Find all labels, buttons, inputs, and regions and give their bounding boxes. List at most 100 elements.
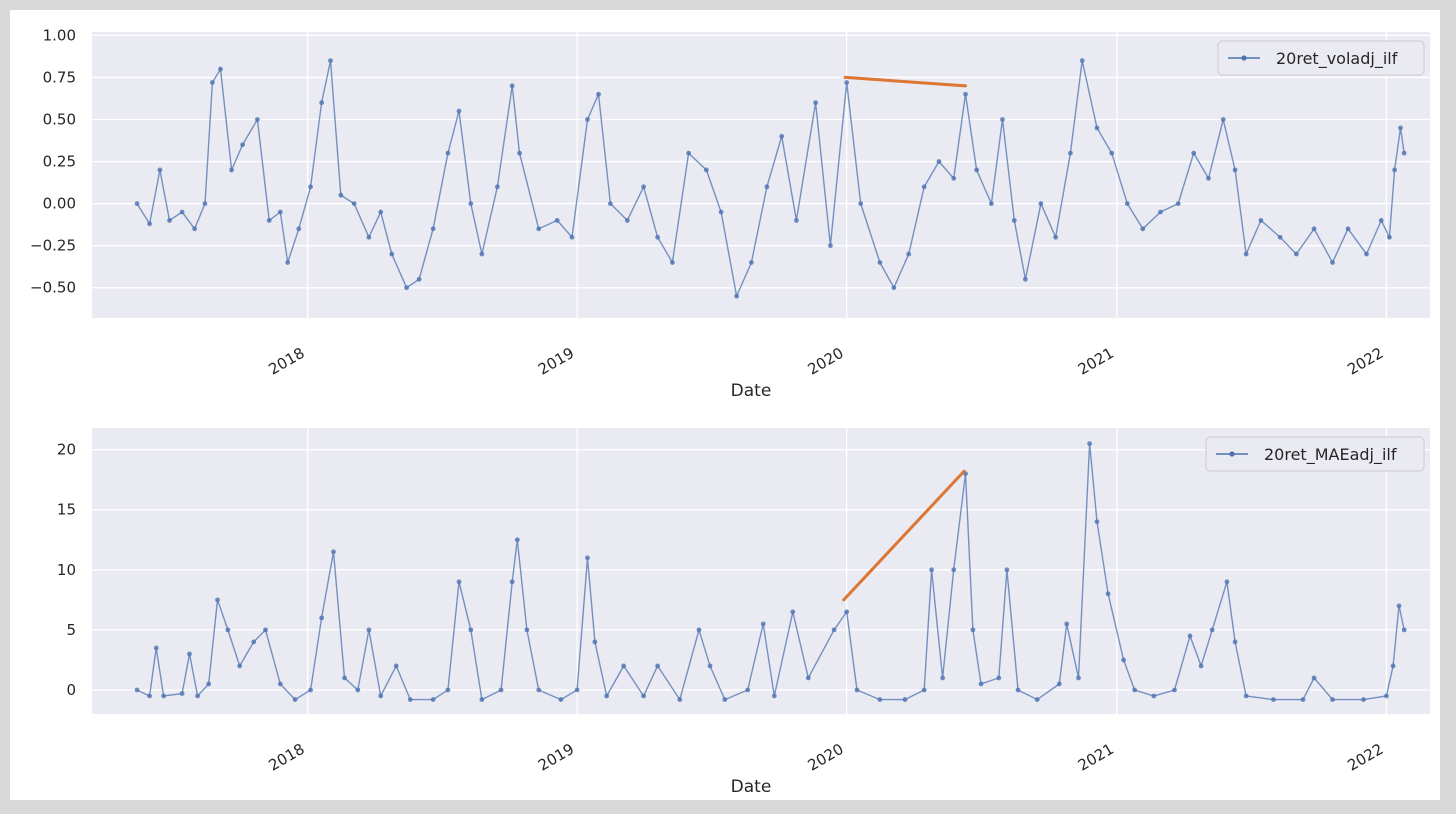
- annotation-line: [843, 75, 968, 88]
- data-point: [1094, 125, 1100, 131]
- data-point: [1172, 687, 1177, 693]
- y-tick-label: 0.25: [43, 153, 76, 171]
- data-point: [554, 218, 560, 223]
- data-point: [1390, 663, 1396, 669]
- data-point: [536, 687, 542, 693]
- data-point: [779, 133, 785, 139]
- data-point: [292, 697, 298, 702]
- data-point: [844, 80, 850, 85]
- data-point: [509, 83, 515, 89]
- data-point: [607, 201, 613, 207]
- x-tick-label: 2020: [805, 344, 847, 379]
- data-point: [179, 209, 185, 215]
- data-point: [604, 693, 610, 699]
- data-point: [1243, 693, 1249, 699]
- data-point: [468, 201, 474, 207]
- data-point: [794, 218, 799, 223]
- data-point: [240, 142, 246, 148]
- y-tick-label: −0.25: [30, 237, 76, 255]
- data-point: [1232, 639, 1238, 645]
- data-point: [277, 681, 283, 687]
- data-point: [734, 293, 740, 299]
- data-point: [445, 150, 451, 156]
- data-point: [153, 645, 159, 651]
- data-point: [1220, 117, 1226, 122]
- data-point: [1243, 251, 1249, 257]
- data-point: [1191, 150, 1197, 156]
- data-point: [1079, 58, 1085, 63]
- data-point: [988, 201, 994, 207]
- data-point: [237, 663, 243, 669]
- data-point: [963, 91, 968, 97]
- data-point: [1094, 519, 1100, 525]
- data-point: [218, 66, 223, 72]
- data-point: [1121, 657, 1126, 663]
- data-point: [1232, 167, 1238, 173]
- data-point: [1158, 209, 1163, 215]
- data-point: [161, 693, 167, 699]
- data-point: [805, 675, 811, 681]
- data-point: [854, 687, 860, 693]
- data-point: [167, 218, 172, 223]
- data-point: [229, 167, 234, 173]
- data-point: [921, 184, 927, 190]
- data-point: [209, 80, 215, 85]
- data-point: [877, 260, 883, 265]
- annotation-line: [842, 469, 966, 602]
- data-point: [215, 597, 220, 603]
- data-point: [978, 681, 984, 687]
- data-point: [479, 697, 485, 702]
- data-point: [494, 184, 500, 190]
- legend-box: [1205, 436, 1425, 472]
- data-point: [1064, 621, 1070, 627]
- data-point: [1361, 697, 1366, 702]
- data-point: [655, 663, 661, 669]
- data-point: [1330, 697, 1335, 702]
- data-point: [157, 167, 163, 173]
- data-point: [828, 243, 833, 249]
- data-point: [393, 663, 399, 669]
- x-tick-label: 2022: [1344, 740, 1386, 775]
- data-point: [996, 675, 1002, 681]
- data-point: [1132, 687, 1138, 693]
- data-point: [389, 251, 395, 257]
- data-point: [1000, 117, 1005, 122]
- data-point: [285, 260, 291, 265]
- data-point: [407, 697, 413, 702]
- data-point: [378, 209, 384, 215]
- data-point: [1034, 697, 1040, 702]
- data-point: [1378, 218, 1384, 223]
- x-tick-label: 2018: [266, 740, 308, 775]
- legend-marker: [1241, 55, 1247, 61]
- data-point: [351, 201, 357, 207]
- data-point: [951, 175, 957, 181]
- y-tick-label: −0.50: [30, 279, 76, 297]
- data-point: [366, 234, 372, 240]
- data-point: [1076, 675, 1081, 681]
- data-point: [585, 117, 590, 122]
- data-point: [1293, 251, 1299, 257]
- x-axis-title: Date: [731, 777, 772, 797]
- data-point: [328, 58, 333, 63]
- x-tick-label: 2021: [1075, 344, 1117, 379]
- data-point: [1277, 234, 1283, 240]
- data-point: [936, 159, 942, 164]
- data-point: [1140, 226, 1146, 232]
- data-point: [1105, 591, 1111, 597]
- data-point: [858, 201, 864, 207]
- data-point: [404, 285, 409, 291]
- data-point: [1053, 234, 1059, 240]
- data-point: [558, 697, 564, 702]
- data-point: [1224, 579, 1230, 585]
- data-point: [749, 260, 754, 265]
- data-point: [669, 260, 675, 265]
- data-point: [906, 251, 912, 257]
- data-point: [524, 627, 530, 633]
- data-point: [1015, 687, 1021, 693]
- data-point: [760, 621, 766, 627]
- data-point: [378, 693, 384, 699]
- x-tick-label: 2019: [535, 344, 577, 379]
- x-tick-label: 2021: [1075, 740, 1117, 775]
- data-point: [296, 226, 302, 232]
- data-point: [498, 687, 504, 693]
